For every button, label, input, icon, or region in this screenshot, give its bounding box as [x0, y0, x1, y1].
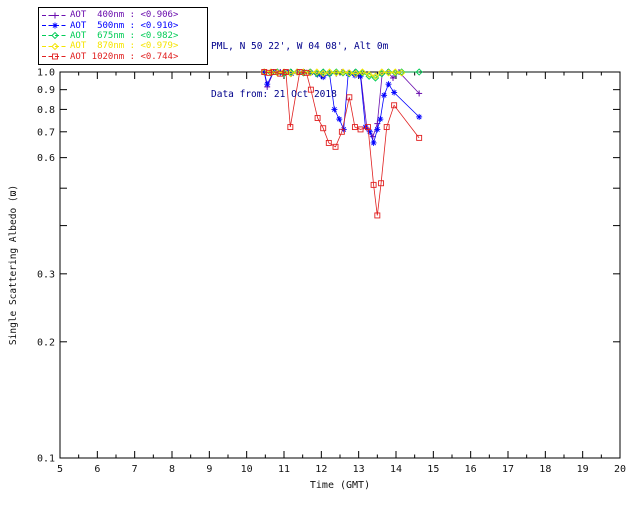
axes: 5 6 7 8 9 10 11 12 13 14 15 16 17 18 19 20 1.0 0.9 0.8 0.7 0… [8, 68, 626, 492]
svg-text:18: 18 [539, 464, 551, 475]
legend-label-675nm: AOT 675nm : <0.982> [70, 30, 179, 41]
legend-label-400nm: AOT 400nm : <0.906> [70, 10, 179, 21]
legend-label-500nm: AOT 500nm : <0.910> [70, 20, 179, 31]
svg-text:14: 14 [390, 464, 402, 475]
svg-text:0.7: 0.7 [37, 127, 55, 138]
legend-marker-1020nm-icon [42, 53, 68, 60]
series-aot-1020nm [261, 69, 423, 219]
legend-item-aot-1020nm: AOT 1020nm : <0.744> [42, 52, 205, 62]
legend-label-870nm: AOT 870nm : <0.979> [70, 41, 179, 52]
station-header: PML, N 50 22', W 04 08', Alt 0m Data fro… [211, 7, 388, 135]
svg-text:0.9: 0.9 [37, 85, 55, 96]
legend-item-aot-500nm: AOT 500nm : <0.910> [42, 20, 205, 31]
legend-marker-500nm-icon [42, 22, 68, 29]
data-date: Data from: 21 Oct 2018 [211, 89, 337, 100]
station-location: PML, N 50 22', W 04 08', Alt 0m [211, 41, 389, 52]
svg-text:0.6: 0.6 [37, 153, 55, 164]
svg-text:15: 15 [427, 464, 439, 475]
svg-text:0.2: 0.2 [37, 337, 55, 348]
svg-text:8: 8 [169, 464, 175, 475]
svg-text:6: 6 [94, 464, 100, 475]
legend-label-1020nm: AOT 1020nm : <0.744> [70, 51, 179, 62]
legend-item-aot-675nm: AOT 675nm : <0.982> [42, 31, 205, 41]
svg-text:11: 11 [278, 464, 290, 475]
svg-text:Time (GMT): Time (GMT) [310, 480, 370, 491]
legend-item-aot-400nm: AOT 400nm : <0.906> [42, 10, 205, 20]
legend-item-aot-870nm: AOT 870nm : <0.979> [42, 41, 205, 51]
legend-marker-870nm-icon [42, 42, 68, 50]
svg-text:0.1: 0.1 [37, 454, 55, 465]
svg-text:20: 20 [614, 464, 626, 475]
legend-marker-675nm-icon [42, 32, 68, 40]
svg-text:9: 9 [206, 464, 212, 475]
svg-text:0.3: 0.3 [37, 269, 55, 280]
svg-text:17: 17 [502, 464, 514, 475]
svg-text:1.0: 1.0 [37, 68, 55, 79]
legend-box: AOT 400nm : <0.906> AOT 500nm : <0.910> … [38, 7, 208, 65]
svg-text:5: 5 [57, 464, 63, 475]
svg-text:10: 10 [241, 464, 253, 475]
svg-text:0.8: 0.8 [37, 105, 55, 116]
svg-text:19: 19 [577, 464, 589, 475]
legend-marker-400nm-icon [42, 12, 68, 19]
svg-text:Single Scattering Albedo (ϖ): Single Scattering Albedo (ϖ) [8, 185, 19, 345]
svg-text:12: 12 [315, 464, 327, 475]
svg-text:16: 16 [465, 464, 477, 475]
svg-text:13: 13 [353, 464, 365, 475]
svg-text:7: 7 [132, 464, 138, 475]
